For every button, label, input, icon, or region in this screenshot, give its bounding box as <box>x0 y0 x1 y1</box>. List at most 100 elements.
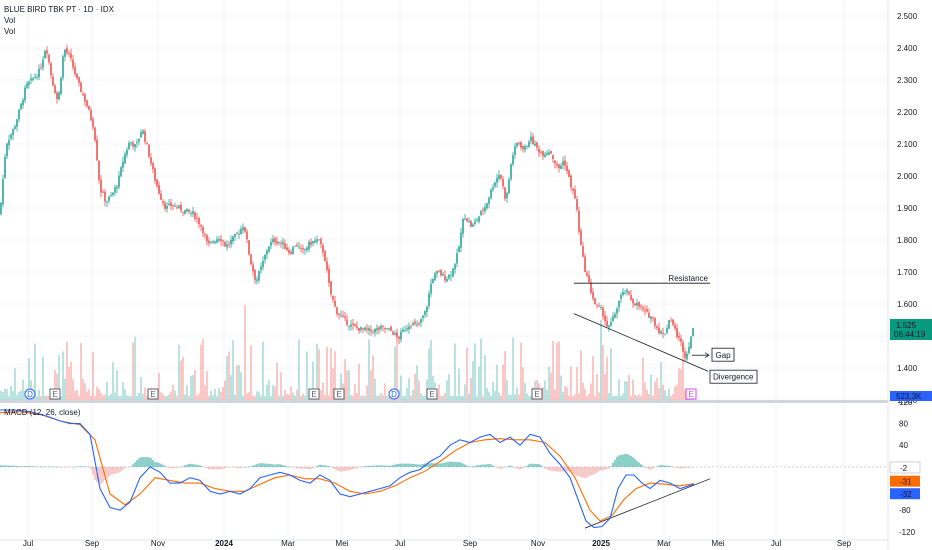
volume-bar <box>250 345 252 400</box>
volume-bar <box>672 394 674 400</box>
macd-histogram-bar <box>406 463 408 467</box>
candle-body <box>648 312 650 318</box>
candle-body <box>632 299 634 304</box>
candle-body <box>10 134 12 139</box>
divergence-box <box>709 369 758 384</box>
macd-histogram-bar <box>690 466 692 468</box>
candle-body <box>426 306 428 312</box>
volume-bar <box>652 395 654 400</box>
macd-histogram-bar <box>24 466 26 467</box>
volume-bar <box>182 356 184 400</box>
volume-bar <box>498 392 500 400</box>
macd-histogram-bar <box>162 464 164 467</box>
volume-bar <box>594 395 596 400</box>
volume-bar <box>630 395 632 400</box>
volume-bar <box>634 394 636 400</box>
candle-body <box>396 332 398 338</box>
macd-histogram-bar <box>462 463 464 467</box>
candle-body <box>200 225 202 227</box>
volume-bar <box>320 390 322 400</box>
macd-histogram-bar <box>652 466 654 469</box>
candle-body <box>170 202 172 206</box>
candle-body <box>668 320 670 329</box>
price-tick-label: 2.000 <box>897 172 918 181</box>
candle-body <box>18 109 20 120</box>
price-tick-label: 1.800 <box>897 236 918 245</box>
macd-histogram-bar <box>270 464 272 467</box>
macd-histogram-bar <box>384 465 386 467</box>
price-tick-label: 1.700 <box>897 268 918 277</box>
volume-bar <box>474 343 476 400</box>
macd-histogram-bar <box>592 466 594 475</box>
macd-histogram-bar <box>216 466 218 470</box>
candle-body <box>106 201 108 203</box>
earnings-marker-label: E <box>429 390 434 399</box>
macd-histogram-bar <box>544 466 546 469</box>
macd-histogram-bar <box>528 464 530 467</box>
macd-histogram-bar <box>306 466 308 470</box>
volume-bar <box>174 390 176 400</box>
candle-body <box>104 191 106 202</box>
candle-body <box>2 179 4 205</box>
volume-bar <box>72 379 74 400</box>
candle-body <box>138 138 140 142</box>
volume-bar <box>286 394 288 400</box>
volume-bar <box>118 395 120 400</box>
volume-bar <box>562 391 564 400</box>
candle-body <box>672 319 674 325</box>
candle-body <box>376 328 378 331</box>
volume-bar <box>358 363 360 400</box>
macd-histogram-bar <box>120 466 122 472</box>
candle-body <box>374 329 376 333</box>
candle-body <box>128 142 130 150</box>
macd-histogram-bar <box>324 465 326 467</box>
candle-body <box>412 323 414 326</box>
candle-body <box>494 182 496 187</box>
volume-bar <box>190 375 192 400</box>
candle-body <box>558 164 560 168</box>
macd-histogram-bar <box>682 466 684 469</box>
candle-body <box>418 323 420 325</box>
macd-histogram-bar <box>558 466 560 472</box>
macd-histogram-bar <box>244 466 246 468</box>
volume-bar <box>36 395 38 400</box>
candle-body <box>108 196 110 201</box>
macd-histogram-bar <box>76 466 78 468</box>
macd-histogram-bar <box>0 465 2 467</box>
macd-histogram-bar <box>432 463 434 467</box>
macd-histogram-bar <box>212 466 214 470</box>
volume-bar <box>550 372 552 400</box>
macd-histogram-bar <box>14 465 16 467</box>
macd-histogram-bar <box>574 466 576 476</box>
volume-bar <box>466 347 468 400</box>
volume-bar <box>580 350 582 400</box>
macd-histogram-bar <box>298 466 300 469</box>
candle-body <box>282 241 284 245</box>
macd-histogram-bar <box>276 464 278 467</box>
volume-bar <box>64 378 66 400</box>
volume-bar <box>554 389 556 400</box>
candle-body <box>386 328 388 330</box>
candle-body <box>650 316 652 320</box>
candle-body <box>664 334 666 336</box>
macd-histogram-bar <box>8 465 10 467</box>
gap-arrow-head <box>704 352 710 359</box>
macd-signal-value: -31 <box>900 478 912 487</box>
resistance-label: Resistance <box>668 274 708 283</box>
volume-bar <box>374 378 376 400</box>
volume-bar <box>650 374 652 400</box>
macd-histogram-bar <box>648 466 650 470</box>
candle-body <box>518 142 520 144</box>
volume-bar <box>546 389 548 400</box>
time-tick-label: Sep <box>463 539 478 548</box>
candle-body <box>50 63 52 75</box>
macd-histogram-bar <box>626 453 628 467</box>
volume-bar <box>658 387 660 400</box>
candle-body <box>30 78 32 81</box>
candle-body <box>116 186 118 189</box>
bar-countdown: 06:44:19 <box>894 330 926 339</box>
volume-bar <box>576 367 578 400</box>
macd-histogram-bar <box>366 465 368 467</box>
macd-histogram-bar <box>388 465 390 467</box>
